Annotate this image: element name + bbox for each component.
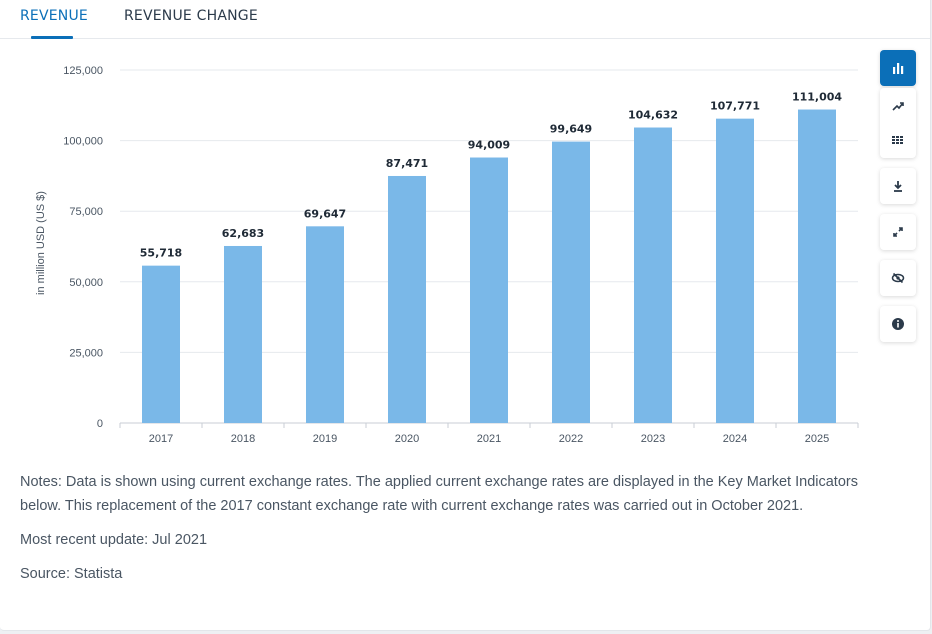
- x-tick-label: 2024: [723, 433, 747, 445]
- x-tick-label: 2025: [805, 433, 829, 445]
- tab-bar: REVENUE REVENUE CHANGE: [0, 0, 930, 39]
- data-label: 99,649: [550, 123, 592, 136]
- x-tick-label: 2021: [477, 433, 501, 445]
- hide-icon: [891, 272, 905, 284]
- revenue-bar-chart: 55,718 62,683 69,647 87,471 94,009 99,649 104,…: [35, 65, 859, 445]
- data-label: 111,004: [792, 91, 842, 104]
- active-tab-indicator: [31, 36, 73, 39]
- line-chart-icon: [892, 102, 904, 111]
- update-text: Most recent update: Jul 2021: [20, 532, 208, 548]
- data-label: 55,718: [140, 247, 182, 260]
- info-icon: [892, 318, 904, 330]
- bar[interactable]: [224, 245, 262, 423]
- y-tick-label: 0: [97, 418, 103, 430]
- fullscreen-button[interactable]: [880, 214, 916, 250]
- bar[interactable]: [798, 109, 836, 423]
- bar[interactable]: [716, 118, 754, 423]
- bar[interactable]: [470, 157, 508, 423]
- data-label: 69,647: [304, 207, 346, 220]
- y-tick-label: 25,000: [69, 347, 103, 359]
- line-chart-button[interactable]: [880, 88, 916, 124]
- download-button[interactable]: [880, 168, 916, 204]
- tab-revenue[interactable]: REVENUE: [20, 8, 88, 24]
- source-text: Source: Statista: [20, 566, 123, 582]
- chart-notes: Notes: Data is shown using current excha…: [20, 470, 880, 596]
- x-tick-label: 2017: [149, 433, 173, 445]
- bar[interactable]: [552, 141, 590, 423]
- bar[interactable]: [634, 127, 672, 424]
- bar-chart-button[interactable]: [880, 50, 916, 86]
- table-button[interactable]: [880, 122, 916, 158]
- y-tick-label: 75,000: [69, 206, 103, 218]
- x-tick-label: 2020: [395, 433, 419, 445]
- chart-type-group: [880, 88, 916, 158]
- bar[interactable]: [388, 175, 426, 423]
- data-label: 104,632: [628, 109, 678, 122]
- x-tick-label: 2019: [313, 433, 337, 445]
- y-tick-label: 50,000: [69, 277, 103, 289]
- notes-text: Notes: Data is shown using current excha…: [20, 474, 858, 514]
- y-axis-label: in million USD (US $): [35, 191, 47, 295]
- y-tick-label: 125,000: [63, 65, 103, 77]
- x-tick-label: 2023: [641, 433, 665, 445]
- data-label: 94,009: [468, 139, 510, 152]
- data-label: 107,771: [710, 100, 760, 113]
- hide-button[interactable]: [880, 260, 916, 296]
- bar-chart-icon: [893, 63, 904, 74]
- bar[interactable]: [306, 226, 344, 423]
- tab-revenue-change[interactable]: REVENUE CHANGE: [124, 8, 258, 24]
- data-label: 87,471: [386, 157, 428, 170]
- x-tick-label: 2022: [559, 433, 583, 445]
- download-icon: [894, 181, 902, 192]
- bar[interactable]: [142, 265, 180, 423]
- fullscreen-icon: [893, 227, 903, 237]
- data-label: 62,683: [222, 227, 264, 240]
- info-button[interactable]: [880, 306, 916, 342]
- x-tick-label: 2018: [231, 433, 255, 445]
- table-grid-icon: [892, 136, 903, 144]
- y-tick-label: 100,000: [63, 136, 103, 148]
